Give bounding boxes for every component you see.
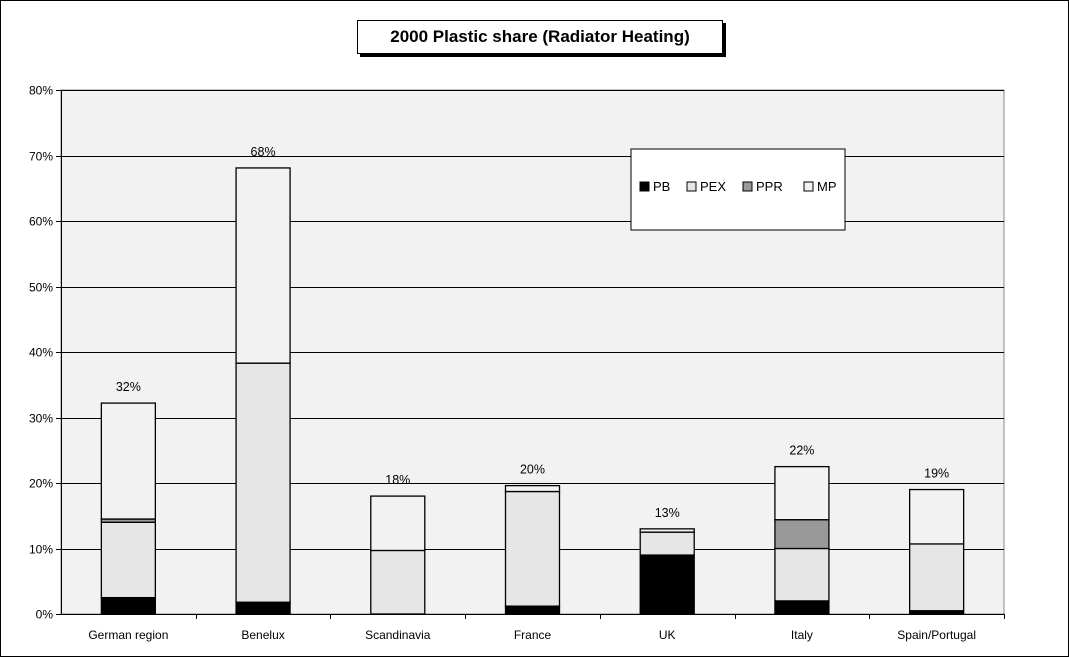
bar-mp [639,528,695,533]
bar-mp [774,465,830,521]
legend: PB PEX PPR MP [630,148,846,231]
total-label: 13% [655,506,680,520]
y-tick-label: 60% [29,215,53,229]
bar-ppr [774,519,830,550]
legend-label-pb: PB [653,179,670,194]
y-tick-label: 20% [29,477,53,491]
bar-pex [639,531,695,556]
y-tick-label: 50% [29,281,53,295]
chart-title-text: 2000 Plastic share (Radiator Heating) [390,27,690,46]
y-tick-label: 30% [29,412,53,426]
legend-label-mp: MP [817,179,837,194]
bar-pb [639,554,695,615]
y-tick-label: 0% [36,608,54,622]
bar-mp [235,167,291,364]
bar-pex [370,549,426,615]
legend-swatch-pex [686,181,697,192]
legend-swatch-ppr [742,181,753,192]
y-tick-label: 70% [29,150,53,164]
bar-mp [370,495,426,552]
legend-label-ppr: PPR [756,179,783,194]
y-tick-label: 40% [29,346,53,360]
bar-pb [504,605,561,615]
total-label: 32% [116,380,141,394]
total-label: 22% [789,444,814,458]
x-tick-label: UK [659,628,676,642]
legend-swatch-pb [639,181,650,192]
bar-pex [100,521,157,599]
bar-mp [100,402,157,520]
bar-pb [774,600,830,615]
legend-label-pex: PEX [700,179,726,194]
bar-mp [908,488,965,545]
x-tick-label: Italy [791,628,813,642]
total-label: 68% [251,145,276,159]
chart-title: 2000 Plastic share (Radiator Heating) [357,20,723,54]
x-tick-label: France [514,628,552,642]
y-tick-label: 80% [29,84,53,98]
bar-mp [504,484,561,493]
bar-pex [908,543,965,612]
bar-pex [235,362,291,603]
x-tick-label: Spain/Portugal [897,628,976,642]
x-tick-label: Benelux [241,628,284,642]
y-tick-label: 10% [29,543,53,557]
total-label: 18% [385,473,410,487]
bar-pb [235,601,291,615]
x-tick-label: Scandinavia [365,628,431,642]
bar-pex [774,547,830,602]
legend-swatch-mp [803,181,814,192]
bar-pb [100,596,157,615]
x-tick-label: German region [88,628,168,642]
total-label: 20% [520,463,545,477]
total-label: 19% [924,467,949,481]
bar-pex [504,490,561,607]
